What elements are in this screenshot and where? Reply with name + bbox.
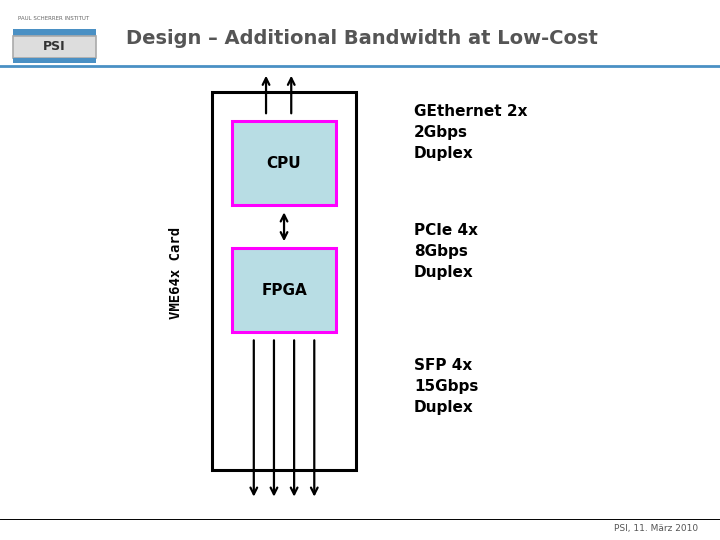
Text: GEthernet 2x
2Gbps
Duplex: GEthernet 2x 2Gbps Duplex — [414, 104, 528, 161]
Text: CPU: CPU — [266, 156, 302, 171]
Text: VME64x Card: VME64x Card — [169, 227, 184, 319]
Text: PAUL SCHERRER INSTITUT: PAUL SCHERRER INSTITUT — [19, 16, 89, 22]
Bar — [13, 36, 96, 58]
Text: SFP 4x
15Gbps
Duplex: SFP 4x 15Gbps Duplex — [414, 357, 478, 415]
Bar — [13, 29, 96, 36]
Text: PSI: PSI — [42, 40, 66, 53]
Bar — [212, 92, 356, 470]
Bar — [13, 58, 96, 63]
Bar — [232, 122, 336, 205]
Bar — [232, 248, 336, 332]
Text: FPGA: FPGA — [261, 283, 307, 298]
Text: PSI, 11. März 2010: PSI, 11. März 2010 — [614, 524, 698, 532]
Text: PCIe 4x
8Gbps
Duplex: PCIe 4x 8Gbps Duplex — [414, 222, 478, 280]
Text: Design – Additional Bandwidth at Low-Cost: Design – Additional Bandwidth at Low-Cos… — [126, 29, 598, 49]
